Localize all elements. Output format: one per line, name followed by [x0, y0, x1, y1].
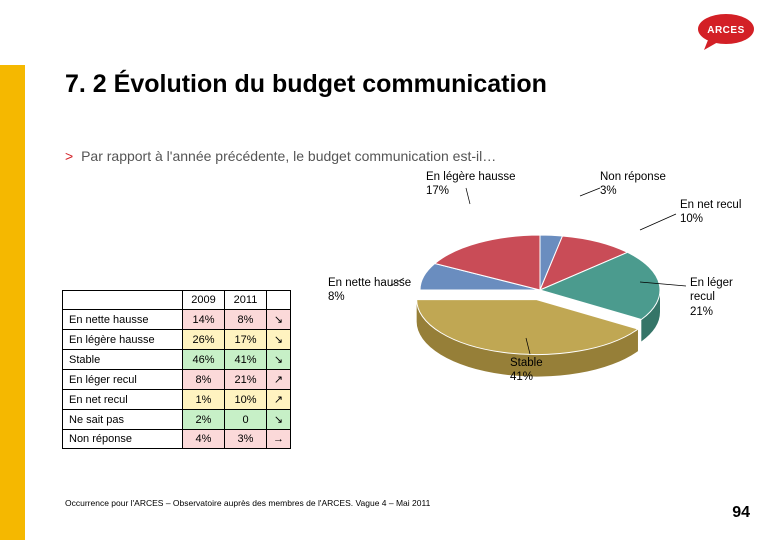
page-number: 94	[732, 504, 750, 522]
table-header: 2009	[183, 291, 225, 310]
pie-slice-label: En net recul10%	[680, 198, 741, 227]
footer-citation: Occurrence pour l'ARCES – Observatoire a…	[65, 498, 430, 508]
table-cell: 26%	[183, 330, 225, 350]
trend-arrow-icon: ↗	[267, 370, 291, 390]
table-cell: 10%	[225, 390, 267, 410]
table-cell: 8%	[183, 370, 225, 390]
logo-text: ARCES	[707, 25, 745, 36]
table-cell: 8%	[225, 310, 267, 330]
table-cell: 21%	[225, 370, 267, 390]
trend-arrow-icon: ↗	[267, 390, 291, 410]
table-cell: 4%	[183, 430, 225, 449]
table-row-label: En nette hausse	[63, 310, 183, 330]
table-cell: 0	[225, 410, 267, 430]
trend-arrow-icon: ↘	[267, 310, 291, 330]
table-cell: 2%	[183, 410, 225, 430]
pie-chart: Non réponse3%En net recul10%En léger rec…	[340, 180, 750, 415]
page-title: 7. 2 Évolution du budget communication	[65, 70, 547, 99]
subtitle-text: Par rapport à l'année précédente, le bud…	[81, 148, 496, 164]
trend-arrow-icon: ↘	[267, 330, 291, 350]
pie-slice-label: En légère hausse17%	[426, 170, 516, 199]
trend-arrow-icon: ↘	[267, 410, 291, 430]
table-row-label: En légère hausse	[63, 330, 183, 350]
table-row-label: Stable	[63, 350, 183, 370]
brand-logo: ARCES	[694, 12, 758, 57]
table-cell: 14%	[183, 310, 225, 330]
trend-arrow-icon: →	[267, 430, 291, 449]
table-row-label: Non réponse	[63, 430, 183, 449]
table-header: 2011	[225, 291, 267, 310]
table-cell: 41%	[225, 350, 267, 370]
trend-arrow-icon: ↘	[267, 350, 291, 370]
table-cell: 46%	[183, 350, 225, 370]
data-table: 20092011En nette hausse14%8%↘En légère h…	[62, 290, 291, 449]
subtitle-caret: >	[65, 148, 73, 164]
table-cell: 1%	[183, 390, 225, 410]
table-row-label: En net recul	[63, 390, 183, 410]
table-row-label: En léger recul	[63, 370, 183, 390]
table-cell: 17%	[225, 330, 267, 350]
subtitle: > Par rapport à l'année précédente, le b…	[65, 148, 496, 164]
pie-slice-label: En nette hausse8%	[328, 276, 411, 305]
pie-slice-label: En léger recul21%	[690, 276, 750, 319]
pie-slice-label: Stable41%	[510, 356, 543, 385]
accent-bar	[0, 65, 25, 540]
table-cell: 3%	[225, 430, 267, 449]
pie-slice-label: Non réponse3%	[600, 170, 666, 199]
table-row-label: Ne sait pas	[63, 410, 183, 430]
